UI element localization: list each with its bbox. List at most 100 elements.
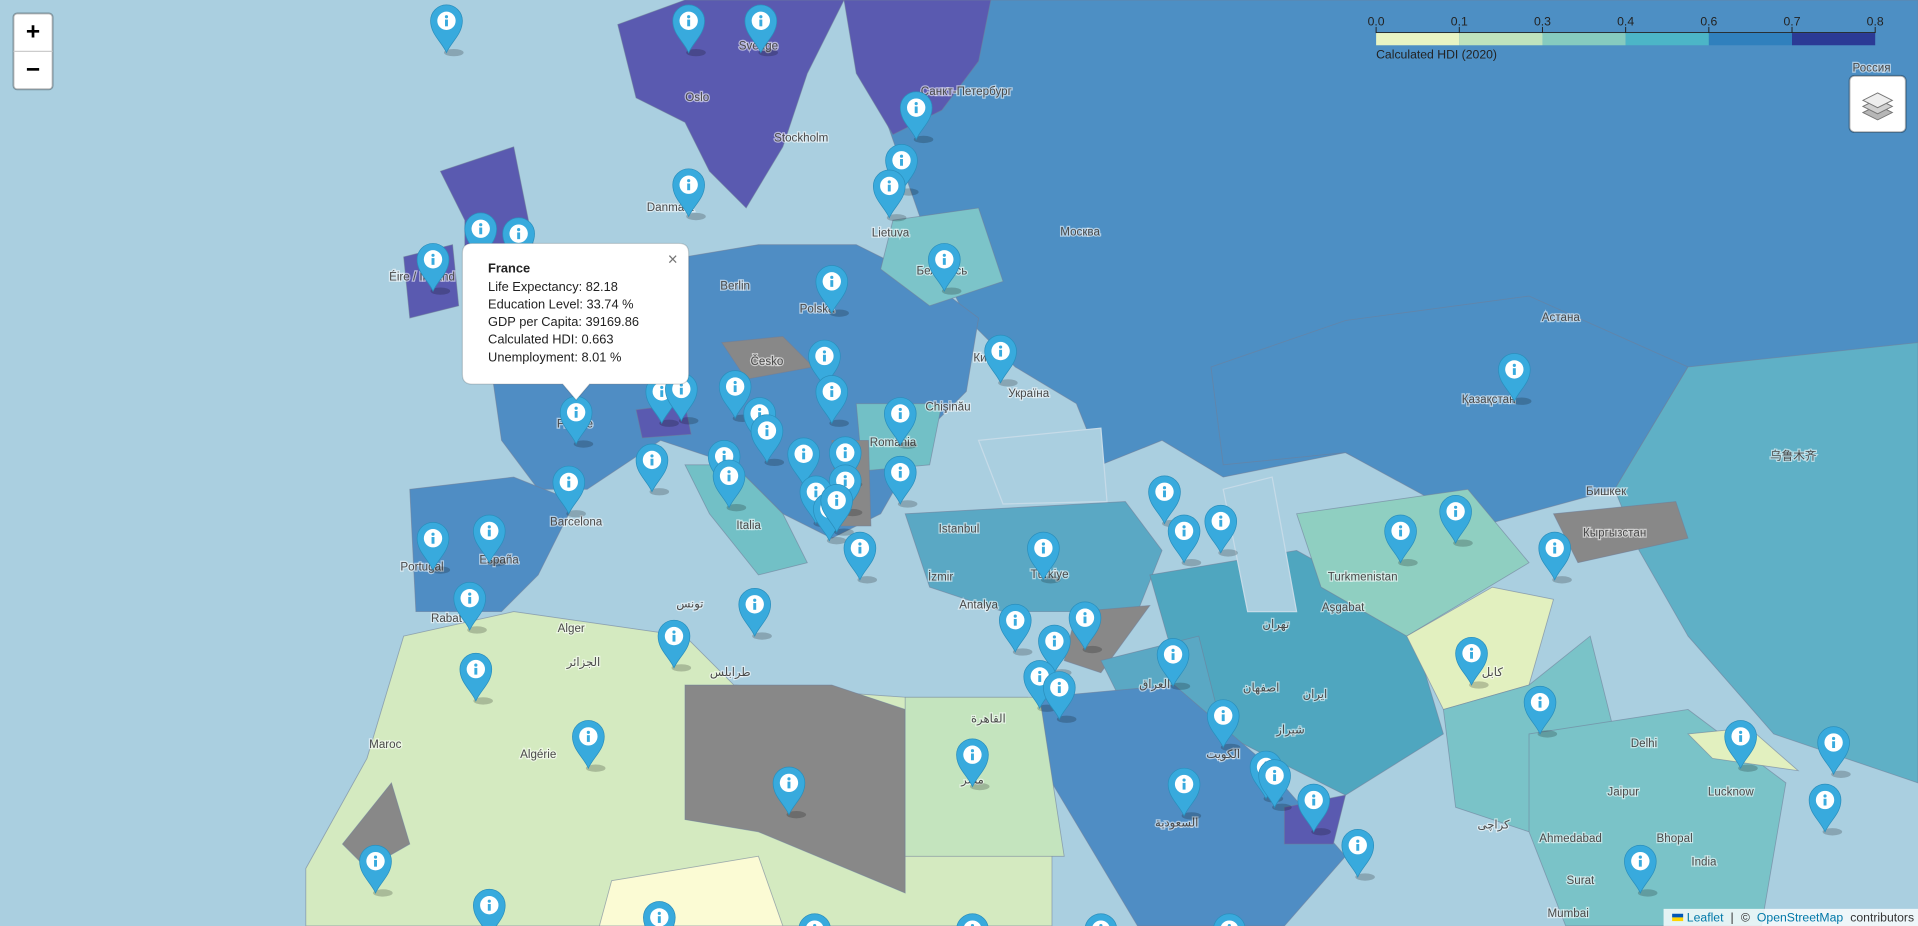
marker[interactable] bbox=[430, 4, 464, 57]
marker[interactable] bbox=[657, 619, 692, 672]
flag bbox=[1672, 917, 1684, 922]
marker[interactable] bbox=[552, 465, 586, 518]
marker[interactable] bbox=[665, 372, 699, 425]
zoom-out[interactable]: − bbox=[26, 56, 40, 83]
marker[interactable] bbox=[1027, 531, 1061, 584]
region[interactable] bbox=[617, 0, 845, 209]
marker[interactable] bbox=[453, 581, 487, 634]
region[interactable] bbox=[341, 781, 411, 870]
marker-icon bbox=[900, 159, 903, 166]
marker-pin[interactable] bbox=[1213, 913, 1246, 926]
marker[interactable] bbox=[1148, 475, 1182, 528]
marker-shadow bbox=[1181, 559, 1202, 567]
marker[interactable] bbox=[956, 913, 990, 926]
marker[interactable] bbox=[1297, 783, 1331, 836]
marker[interactable] bbox=[416, 243, 451, 295]
marker-icon bbox=[1171, 653, 1175, 660]
attribution-link[interactable]: OpenStreetMap bbox=[1757, 911, 1843, 925]
attribution-link[interactable]: Leaflet bbox=[1687, 911, 1724, 925]
marker-shadow bbox=[1738, 764, 1758, 772]
marker-icon bbox=[1538, 696, 1542, 700]
marker[interactable] bbox=[416, 521, 451, 574]
marker[interactable] bbox=[1258, 759, 1292, 812]
marker-shadow bbox=[566, 510, 586, 518]
marker-pin[interactable] bbox=[1085, 913, 1117, 926]
legend-tick-label: 0.3 bbox=[1534, 14, 1551, 28]
marker[interactable] bbox=[672, 168, 706, 221]
marker[interactable] bbox=[1156, 638, 1191, 690]
marker[interactable] bbox=[744, 4, 778, 57]
marker[interactable] bbox=[884, 397, 918, 449]
marker[interactable] bbox=[738, 588, 772, 640]
marker-icon bbox=[765, 429, 769, 437]
region[interactable] bbox=[1039, 684, 1347, 926]
marker[interactable] bbox=[1817, 726, 1851, 778]
marker[interactable] bbox=[1523, 685, 1558, 738]
marker[interactable] bbox=[899, 91, 934, 144]
marker[interactable] bbox=[359, 844, 393, 897]
marker[interactable] bbox=[1808, 783, 1843, 836]
marker[interactable] bbox=[572, 720, 606, 772]
region[interactable] bbox=[904, 696, 1065, 857]
marker[interactable] bbox=[635, 443, 670, 496]
marker[interactable] bbox=[1167, 514, 1202, 567]
marker[interactable] bbox=[798, 913, 832, 926]
marker[interactable] bbox=[873, 169, 907, 222]
marker[interactable] bbox=[1384, 514, 1418, 567]
marker[interactable] bbox=[1455, 636, 1489, 689]
region[interactable] bbox=[843, 0, 992, 136]
marker[interactable] bbox=[1439, 495, 1473, 547]
marker-icon bbox=[517, 228, 521, 232]
marker-icon bbox=[1312, 798, 1316, 806]
marker[interactable] bbox=[1206, 699, 1241, 752]
marker[interactable] bbox=[1204, 504, 1238, 557]
marker[interactable] bbox=[672, 4, 706, 57]
popup-close[interactable]: × bbox=[668, 250, 678, 269]
marker[interactable] bbox=[998, 603, 1033, 656]
marker[interactable] bbox=[815, 265, 849, 317]
marker[interactable] bbox=[1498, 353, 1532, 405]
marker[interactable] bbox=[843, 531, 878, 584]
marker-icon bbox=[687, 183, 691, 191]
marker[interactable] bbox=[1724, 720, 1758, 772]
region[interactable] bbox=[1296, 488, 1530, 637]
marker[interactable] bbox=[1068, 601, 1103, 654]
marker-icon bbox=[487, 529, 491, 537]
marker-shadow bbox=[1469, 681, 1489, 689]
marker[interactable] bbox=[885, 143, 919, 196]
zoom-in[interactable]: + bbox=[26, 19, 40, 46]
marker[interactable] bbox=[643, 901, 676, 926]
region[interactable] bbox=[1614, 342, 1918, 784]
marker[interactable] bbox=[772, 766, 807, 819]
marker[interactable] bbox=[820, 484, 854, 536]
marker-pin[interactable] bbox=[956, 913, 989, 926]
marker-shadow bbox=[834, 528, 854, 536]
marker[interactable] bbox=[459, 652, 493, 705]
marker[interactable] bbox=[1624, 844, 1658, 897]
marker[interactable] bbox=[750, 414, 785, 467]
marker[interactable] bbox=[1167, 767, 1202, 820]
marker[interactable] bbox=[928, 243, 962, 295]
marker-icon bbox=[567, 480, 571, 488]
marker[interactable] bbox=[712, 459, 747, 512]
marker[interactable] bbox=[984, 334, 1018, 387]
marker[interactable] bbox=[1213, 913, 1246, 926]
marker-icon bbox=[759, 19, 763, 27]
marker[interactable] bbox=[473, 888, 506, 926]
marker[interactable] bbox=[473, 514, 507, 567]
marker-shadow bbox=[444, 48, 464, 57]
marker[interactable] bbox=[815, 375, 849, 427]
marker[interactable] bbox=[1085, 913, 1118, 926]
marker-pin[interactable] bbox=[798, 913, 831, 926]
marker[interactable] bbox=[956, 738, 990, 791]
place-label: العراق bbox=[1139, 678, 1170, 692]
marker[interactable] bbox=[1341, 828, 1375, 881]
place-label: India bbox=[1691, 855, 1717, 868]
marker[interactable] bbox=[1043, 671, 1077, 723]
marker[interactable] bbox=[884, 455, 918, 508]
marker[interactable] bbox=[559, 395, 594, 448]
layers-control[interactable] bbox=[1848, 74, 1907, 134]
place-label: Бишкек bbox=[1586, 485, 1627, 498]
marker[interactable] bbox=[1538, 531, 1572, 584]
